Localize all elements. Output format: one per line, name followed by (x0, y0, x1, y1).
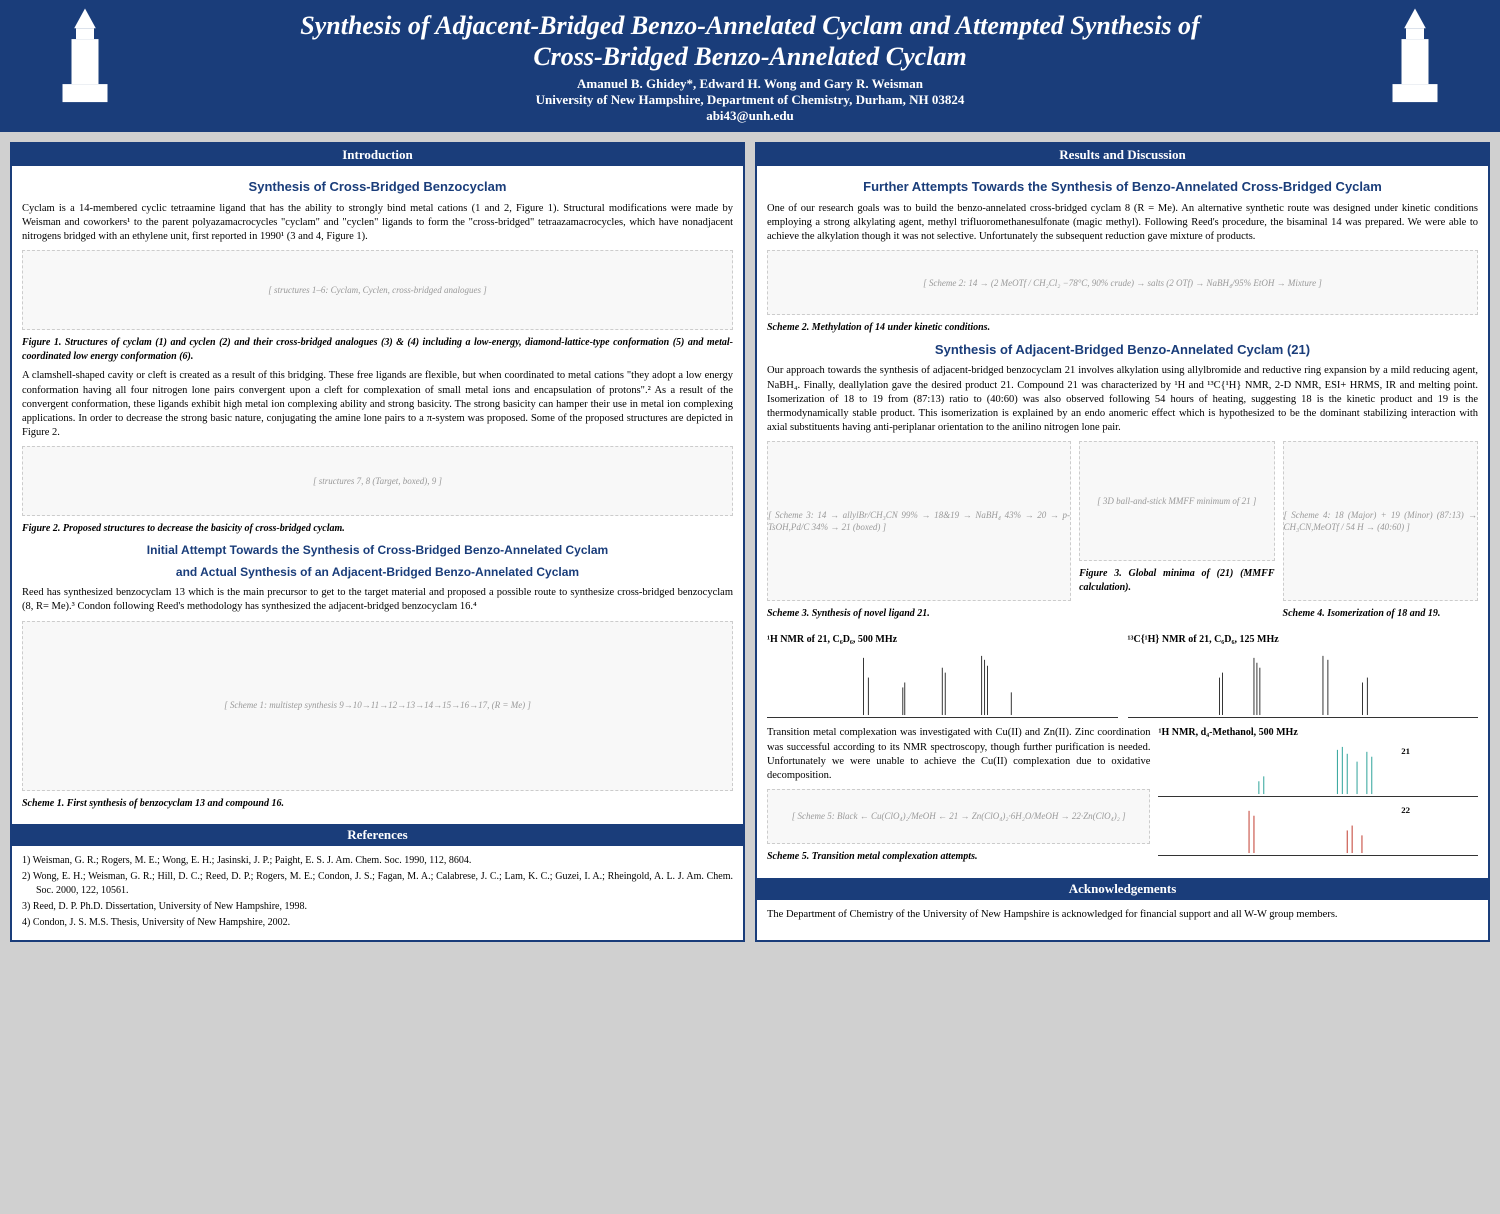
scheme-1-caption: Scheme 1. First synthesis of benzocyclam… (22, 797, 733, 811)
intro-p1: Cyclam is a 14-membered cyclic tetraamin… (22, 202, 733, 245)
right-column: Results and Discussion Further Attempts … (755, 142, 1490, 942)
scheme-4-caption: Scheme 4. Isomerization of 18 and 19. (1283, 607, 1478, 621)
scheme-3: [ Scheme 3: 14 → allylBr/CH₃CN 99% → 18&… (767, 441, 1071, 601)
left-column: Introduction Synthesis of Cross-Bridged … (10, 142, 745, 942)
intro-p3: Reed has synthesized benzocyclam 13 whic… (22, 586, 733, 614)
figure-3: [ 3D ball-and-stick MMFF minimum of 21 ] (1079, 441, 1274, 561)
tower-icon-right (1370, 8, 1460, 108)
figure-3-caption: Figure 3. Global minima of (21) (MMFF ca… (1079, 567, 1274, 594)
subhead-further: Further Attempts Towards the Synthesis o… (767, 178, 1478, 196)
nmr3-label-22: 22 (1402, 805, 1411, 815)
figure-1-caption: Figure 1. Structures of cyclam (1) and c… (22, 336, 733, 363)
ref-1: 1) Weisman, G. R.; Rogers, M. E.; Wong, … (22, 854, 733, 868)
tower-icon-left (40, 8, 130, 108)
poster-affiliation: University of New Hampshire, Department … (20, 92, 1480, 108)
subhead-initial-a: Initial Attempt Towards the Synthesis of… (22, 542, 733, 558)
scheme-5-caption: Scheme 5. Transition metal complexation … (767, 850, 1150, 864)
figure-2-caption: Figure 2. Proposed structures to decreas… (22, 522, 733, 536)
nmr-spectrum-13c-21 (1128, 648, 1479, 718)
results-p1: One of our research goals was to build t… (767, 202, 1478, 245)
nmr-spectrum-1h-21 (767, 648, 1118, 718)
nmr3-label: ¹H NMR, d₄-Methanol, 500 MHz (1158, 726, 1478, 740)
scheme-2: [ Scheme 2: 14 → (2 MeOTf / CH₂Cl₂ −78°C… (767, 250, 1478, 315)
poster-title-line2: Cross-Bridged Benzo-Annelated Cyclam (20, 41, 1480, 72)
introduction-bar: Introduction (12, 144, 743, 166)
nmr2-label: ¹³C{¹H} NMR of 21, C₆D₆, 125 MHz (1128, 633, 1479, 647)
figure-2: [ structures 7, 8 (Target, boxed), 9 ] (22, 446, 733, 516)
results-p3: Transition metal complexation was invest… (767, 726, 1150, 783)
ref-4: 4) Condon, J. S. M.S. Thesis, University… (22, 916, 733, 930)
poster-authors: Amanuel B. Ghidey*, Edward H. Wong and G… (20, 76, 1480, 92)
ack-text: The Department of Chemistry of the Unive… (767, 908, 1478, 922)
references-list: 1) Weisman, G. R.; Rogers, M. E.; Wong, … (12, 846, 743, 940)
poster-header: Synthesis of Adjacent-Bridged Benzo-Anne… (0, 0, 1500, 132)
poster-email: abi43@unh.edu (20, 108, 1480, 124)
ref-3: 3) Reed, D. P. Ph.D. Dissertation, Unive… (22, 900, 733, 914)
intro-p2: A clamshell-shaped cavity or cleft is cr… (22, 369, 733, 440)
scheme-2-caption: Scheme 2. Methylation of 14 under kineti… (767, 321, 1478, 335)
scheme-1: [ Scheme 1: multistep synthesis 9→10→11→… (22, 621, 733, 791)
ack-bar: Acknowledgements (757, 878, 1488, 900)
figure-1: [ structures 1–6: Cyclam, Cyclen, cross-… (22, 250, 733, 330)
ref-2: 2) Wong, E. H.; Weisman, G. R.; Hill, D.… (22, 870, 733, 898)
nmr-spectrum-22-meod: 22 (1158, 801, 1478, 856)
results-p2: Our approach towards the synthesis of ad… (767, 364, 1478, 435)
poster-title-line1: Synthesis of Adjacent-Bridged Benzo-Anne… (20, 10, 1480, 41)
results-bar: Results and Discussion (757, 144, 1488, 166)
scheme-3-caption: Scheme 3. Synthesis of novel ligand 21. (767, 607, 1071, 621)
subhead-adjacent: Synthesis of Adjacent-Bridged Benzo-Anne… (767, 341, 1478, 359)
subhead-initial-b: and Actual Synthesis of an Adjacent-Brid… (22, 564, 733, 580)
nmr3-label-21: 21 (1402, 746, 1411, 756)
nmr-spectrum-21-meod: 21 (1158, 742, 1478, 797)
scheme-4: [ Scheme 4: 18 (Major) + 19 (Minor) (87:… (1283, 441, 1478, 601)
subhead-crossbridged: Synthesis of Cross-Bridged Benzocyclam (22, 178, 733, 196)
nmr1-label: ¹H NMR of 21, C₆D₆, 500 MHz (767, 633, 1118, 647)
scheme-5: [ Scheme 5: Black ← Cu(ClO₄)₂/MeOH ← 21 … (767, 789, 1150, 844)
references-bar: References (12, 824, 743, 846)
poster-content: Introduction Synthesis of Cross-Bridged … (0, 132, 1500, 952)
